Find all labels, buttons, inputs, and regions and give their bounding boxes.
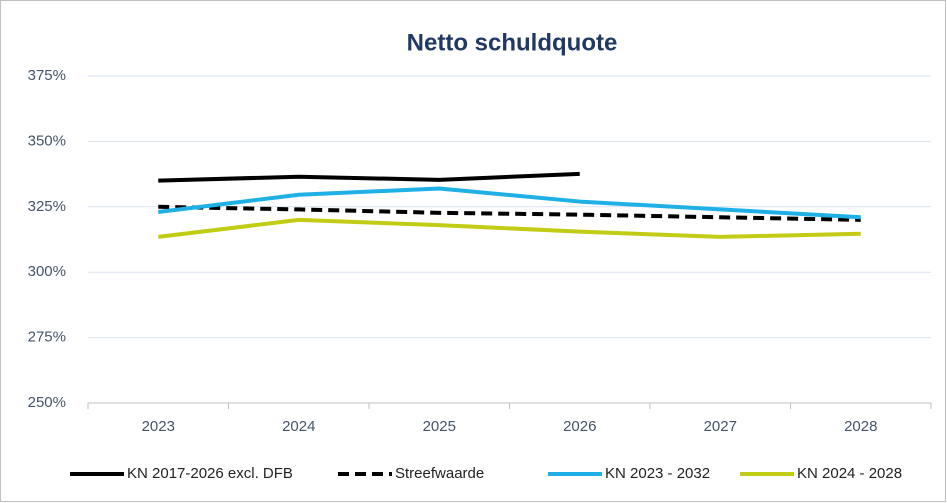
x-tick-label: 2025: [423, 418, 456, 435]
x-tick-label: 2023: [142, 418, 175, 435]
x-tick-label: 2024: [282, 418, 315, 435]
x-tick-label: 2028: [844, 418, 877, 435]
y-tick-label: 250%: [28, 394, 66, 411]
y-tick-label: 350%: [28, 132, 66, 149]
legend-label: KN 2023 - 2032: [605, 465, 710, 482]
chart-title: Netto schuldquote: [407, 29, 618, 56]
y-tick-label: 325%: [28, 198, 66, 215]
y-tick-label: 300%: [28, 263, 66, 280]
y-tick-label: 275%: [28, 329, 66, 346]
series-line: [158, 171, 580, 183]
series-line: [158, 204, 861, 222]
y-tick-label: 375%: [28, 67, 66, 84]
x-tick-label: 2026: [563, 418, 596, 435]
series-line: [158, 186, 861, 220]
series-line: [158, 217, 861, 239]
legend-label: KN 2024 - 2028: [797, 465, 902, 482]
x-tick-label: 2027: [704, 418, 737, 435]
legend-label: Streefwaarde: [395, 465, 484, 482]
legend-label: KN 2017-2026 excl. DFB: [127, 465, 293, 482]
